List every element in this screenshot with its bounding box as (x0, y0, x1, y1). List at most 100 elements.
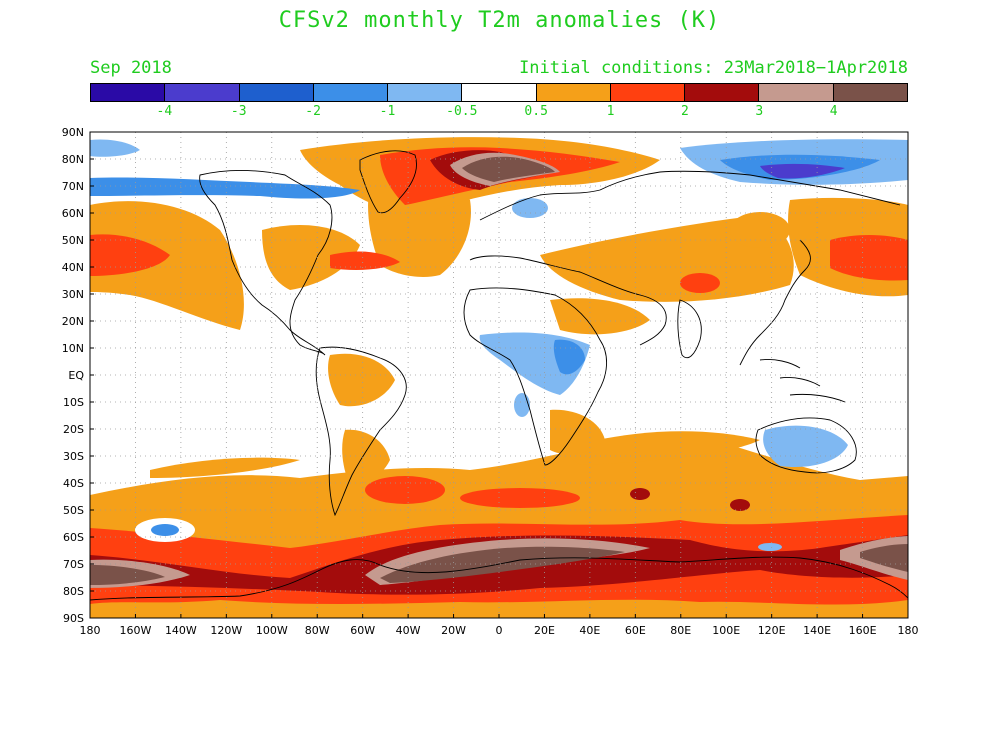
longitude-label: 120E (758, 624, 786, 637)
colorbar-swatch-2-3 (685, 84, 760, 101)
colorbar-label: 3 (755, 104, 764, 119)
latitude-label: 60S (63, 531, 84, 544)
mongolia-orange (730, 212, 790, 248)
scandinavia-cold (512, 198, 548, 218)
south-pacific-cold-spot (151, 524, 179, 536)
colorbar-swatch-1-2 (610, 84, 686, 101)
latitude-label: 50N (62, 234, 84, 247)
longitude-label: 0 (496, 624, 503, 637)
latitude-label: 30S (63, 450, 84, 463)
southwest-africa-cold (514, 393, 530, 417)
eurasia-coastline (469, 170, 901, 366)
canadian-arctic-cold (90, 177, 360, 199)
colorbar-swatch-neutral (462, 84, 537, 101)
longitude-label: 20E (534, 624, 555, 637)
colorbar-label: 1 (606, 104, 615, 119)
south-indian-spot-1 (630, 488, 650, 500)
colorbar-swatch-3-4 (759, 84, 834, 101)
east-africa-cold-core (553, 339, 585, 375)
south-atlantic-red-streak (460, 488, 580, 508)
north-pacific-orange (90, 201, 244, 330)
southern-south-america-orange (342, 429, 390, 484)
map-title: CFSv2 monthly T2m anomalies (K) (278, 8, 721, 33)
siberian-arctic-cold-core (760, 163, 845, 179)
north-atlantic-red (330, 251, 400, 270)
initial-conditions-label: Initial conditions: 23Mar2018−1Apr2018 (519, 58, 908, 78)
eastern-ross-core (860, 544, 908, 572)
longitude-label: 140E (803, 624, 831, 637)
colorbar-swatch-gt-4 (833, 84, 907, 101)
latitude-label: 40S (63, 477, 84, 490)
colorbar-label: 0.5 (524, 104, 548, 119)
arabia-orange (550, 298, 650, 335)
colorbar-swatch-minus1-minus05 (388, 84, 463, 101)
latitude-labels: 90N 80N 70N 60N 50N 40N 30N 20N 10N EQ 10S 20S 30S 40… (62, 126, 94, 625)
latitude-label: 30N (62, 288, 84, 301)
southeast-asia-islands (759, 359, 846, 403)
australia-coastline (755, 417, 857, 474)
latitude-label: 60N (62, 207, 84, 220)
south-indian-orange (560, 431, 760, 465)
colorbar-label: -4 (156, 104, 173, 119)
latitude-label: 10N (62, 342, 84, 355)
longitude-label: 80E (670, 624, 691, 637)
colorbar-label: 2 (680, 104, 689, 119)
colorbar-swatch-minus4-minus3 (165, 84, 240, 101)
longitude-label: 100W (256, 624, 288, 637)
latitude-label: 90N (62, 126, 84, 139)
south-america-coastline (315, 346, 407, 517)
longitude-label: 160E (849, 624, 877, 637)
latitude-label: 70S (63, 558, 84, 571)
latitude-label: 50S (63, 504, 84, 517)
colorbar-swatch-minus3-minus2 (239, 84, 314, 101)
colorbar-swatch-lt-minus4 (91, 84, 166, 101)
colorbar-label: -1 (379, 104, 396, 119)
ross-sea-core (90, 565, 165, 585)
latitude-label: 70N (62, 180, 84, 193)
south-america-orange (328, 353, 395, 407)
latitude-label: 80N (62, 153, 84, 166)
longitude-label: 140W (165, 624, 197, 637)
colorbar-label: -3 (230, 104, 247, 119)
antarctica-coastline (90, 556, 908, 601)
south-pacific-orange-streak (150, 457, 300, 478)
greenland-coastline (359, 150, 417, 214)
longitude-labels: 180 160W 140W 120W 100W 80W 60W 40W 20W 0 20E 40E 60… (80, 614, 919, 637)
longitude-label: 160W (120, 624, 152, 637)
lat-lon-grid (90, 132, 908, 618)
longitude-label: 180 (80, 624, 101, 637)
australia-cold (763, 425, 848, 468)
longitude-label: 60W (350, 624, 375, 637)
colorbar-label: -2 (305, 104, 321, 119)
south-indian-cold-spot (758, 543, 782, 551)
longitude-label: 120W (210, 624, 242, 637)
longitude-label: 180 (898, 624, 919, 637)
colorbar-swatch-minus2-minus1 (313, 84, 389, 101)
colorbar-swatch-05-1 (536, 84, 611, 101)
eurasia-orange (540, 215, 794, 302)
greenland-brown-core (462, 156, 555, 182)
south-indian-spot-2 (730, 499, 750, 511)
coastlines (90, 150, 908, 601)
canadian-arctic-cold-fringe (90, 139, 140, 157)
colorbar-label: 4 (829, 104, 838, 119)
india-coastline (677, 299, 702, 359)
south-atlantic-warm-red (365, 476, 445, 504)
north-pacific-red (90, 234, 170, 276)
latitude-label: 90S (63, 612, 84, 625)
longitude-label: 40E (579, 624, 600, 637)
southern-africa-orange (550, 409, 605, 455)
colorbar-label: -0.5 (446, 104, 478, 119)
latitude-label: 10S (63, 396, 84, 409)
africa-coastline (463, 287, 607, 466)
latitude-label: 40N (62, 261, 84, 274)
north-america-east-orange (262, 225, 360, 290)
forecast-month-label: Sep 2018 (90, 58, 172, 78)
colorbar-labels: -4 -3 -2 -1 -0.5 0.5 1 2 3 4 (90, 104, 908, 120)
central-asia-red (680, 273, 720, 293)
latitude-label: 80S (63, 585, 84, 598)
latitude-label: EQ (68, 369, 84, 382)
longitude-label: 80W (305, 624, 330, 637)
latitude-label: 20N (62, 315, 84, 328)
